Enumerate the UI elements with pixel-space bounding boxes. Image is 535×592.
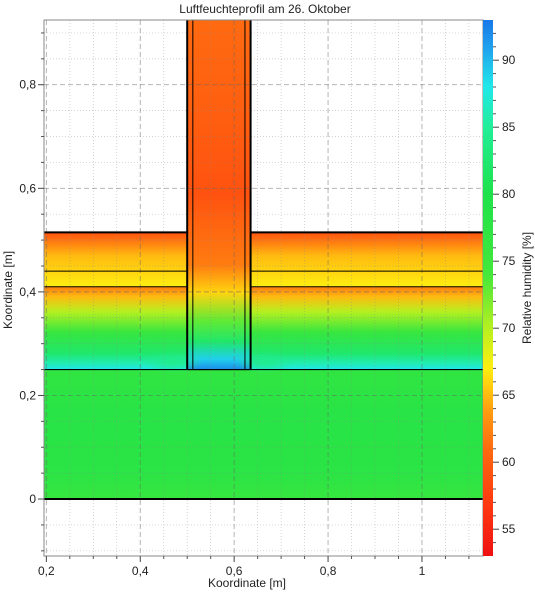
y-tick-label: 0,6 (19, 181, 36, 195)
humid-spot-left (143, 349, 204, 374)
layer-outlines (44, 20, 483, 501)
y-tick-label: 0,8 (19, 78, 36, 92)
colorbar-tick-label: 60 (502, 455, 516, 469)
axes: 0,2 0,4 0,6 0,8 1 0 0,2 0,4 0,6 0,8 (19, 19, 484, 578)
plot-area (44, 20, 483, 556)
colorbar-tick-label: 55 (502, 522, 516, 536)
x-tick-label: 0,6 (226, 564, 243, 578)
base-slab (44, 369, 483, 500)
top-layer (44, 232, 483, 272)
middle-layer (44, 271, 483, 287)
y-tick-label: 0,4 (19, 285, 36, 299)
colorbar-tick-label: 85 (502, 120, 516, 134)
colorbar-scale (483, 20, 493, 556)
colorbar: 55 60 65 70 75 80 85 90 (483, 20, 516, 556)
colorbar-tick-label: 75 (502, 254, 516, 268)
x-tick-label: 1 (419, 564, 426, 578)
y-axis-label: Koordinate [m] (1, 251, 15, 329)
colorbar-tick-label: 65 (502, 388, 516, 402)
x-axis-label: Koordinate [m] (208, 576, 286, 590)
colorbar-tick-label: 80 (502, 187, 516, 201)
column (187, 20, 251, 370)
y-tick-label: 0 (29, 492, 36, 506)
humid-spot-right (234, 349, 295, 374)
chart-title: Luftfeuchteprofil am 26. Oktober (179, 2, 350, 16)
x-tick-label: 0,2 (38, 564, 55, 578)
x-tick-label: 0,4 (132, 564, 149, 578)
colorbar-tick-label: 90 (502, 53, 516, 67)
x-tick-label: 0,8 (320, 564, 337, 578)
colorbar-tick-label: 70 (502, 321, 516, 335)
colorbar-label: Relative humidity [%] (520, 232, 534, 344)
y-tick-label: 0,2 (19, 388, 36, 402)
